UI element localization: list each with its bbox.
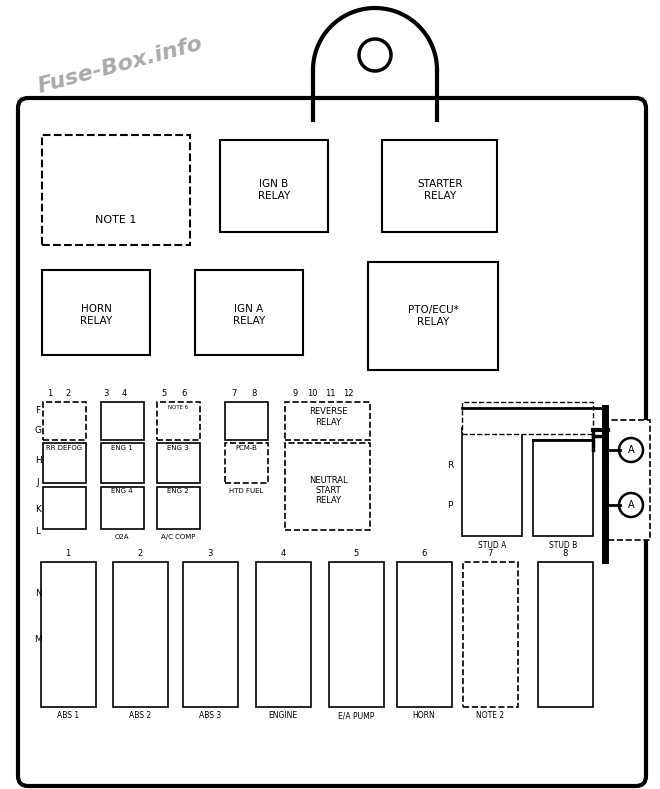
Text: 3: 3 [207, 549, 213, 559]
Text: 4: 4 [121, 388, 127, 398]
Text: 1: 1 [65, 549, 71, 559]
Text: 11: 11 [325, 388, 335, 398]
Text: PCM-B: PCM-B [235, 445, 257, 451]
Text: A/C COMP: A/C COMP [161, 534, 195, 540]
Bar [43, 443, 86, 483]
Text: E/A PUMP: E/A PUMP [338, 712, 374, 720]
Text: A: A [628, 500, 634, 510]
Text: 6: 6 [182, 388, 187, 398]
Text: ENG 2: ENG 2 [167, 488, 189, 494]
Text: ENGINE: ENGINE [269, 712, 298, 720]
Text: 5: 5 [353, 549, 358, 559]
Text: HTD FUEL: HTD FUEL [229, 488, 263, 494]
Bar [195, 270, 303, 355]
Text: ENG 3: ENG 3 [167, 445, 189, 451]
Bar [40, 562, 96, 707]
Text: STUD B: STUD B [549, 540, 577, 549]
Bar [368, 262, 498, 370]
Text: G: G [34, 425, 42, 435]
Text: Fuse-Box.info: Fuse-Box.info [35, 33, 205, 97]
Bar [101, 487, 144, 529]
Bar [101, 443, 144, 483]
Text: IGN B
RELAY: IGN B RELAY [258, 179, 290, 200]
Text: K: K [35, 506, 41, 514]
Bar [225, 402, 268, 440]
Text: 7: 7 [487, 549, 492, 559]
Text: 4: 4 [280, 549, 286, 559]
Bar [285, 443, 370, 530]
Bar [43, 402, 86, 440]
Bar [112, 562, 168, 707]
Bar [157, 443, 200, 483]
Text: R: R [447, 461, 453, 469]
Text: 8: 8 [562, 549, 568, 559]
Text: 5: 5 [162, 388, 166, 398]
Text: P: P [447, 500, 453, 510]
Text: 1: 1 [48, 388, 53, 398]
Bar [157, 402, 200, 440]
Text: 2: 2 [137, 549, 143, 559]
Text: N: N [34, 589, 42, 599]
Bar [43, 487, 86, 529]
FancyBboxPatch shape [18, 98, 646, 786]
Text: 10: 10 [307, 388, 317, 398]
Bar [537, 562, 593, 707]
Text: REVERSE
RELAY: REVERSE RELAY [309, 407, 347, 427]
Text: 7: 7 [231, 388, 237, 398]
Text: F: F [36, 406, 40, 414]
Text: HORN
RELAY: HORN RELAY [80, 305, 112, 326]
Text: J: J [37, 477, 40, 487]
Text: 12: 12 [343, 388, 353, 398]
Text: ABS 2: ABS 2 [129, 712, 151, 720]
Bar [225, 443, 268, 483]
Text: O2A: O2A [115, 534, 129, 540]
Bar [157, 487, 200, 529]
Bar [42, 270, 150, 355]
Bar [329, 562, 383, 707]
Bar [382, 140, 497, 232]
Bar [463, 562, 517, 707]
Bar [462, 428, 522, 536]
Bar [220, 140, 328, 232]
Text: ENG 4: ENG 4 [111, 488, 133, 494]
Text: M: M [34, 635, 42, 645]
Text: HORN: HORN [412, 712, 436, 720]
Text: ABS 3: ABS 3 [199, 712, 221, 720]
Text: NOTE 6: NOTE 6 [168, 405, 188, 409]
Text: NOTE 2: NOTE 2 [476, 712, 504, 720]
Bar [285, 402, 370, 440]
Text: NEUTRAL
START
RELAY: NEUTRAL START RELAY [309, 476, 347, 506]
Text: IGN A
RELAY: IGN A RELAY [233, 305, 265, 326]
Text: PTO/ECU*
RELAY: PTO/ECU* RELAY [408, 305, 459, 327]
Text: ABS 1: ABS 1 [57, 712, 79, 720]
Text: 8: 8 [251, 388, 257, 398]
Bar [183, 562, 238, 707]
Text: L: L [36, 528, 40, 537]
Text: STARTER
RELAY: STARTER RELAY [417, 179, 463, 200]
Text: 6: 6 [421, 549, 426, 559]
Text: ENG 1: ENG 1 [111, 445, 133, 451]
Bar [608, 420, 650, 540]
Bar [42, 135, 190, 245]
Text: NOTE 1: NOTE 1 [95, 215, 137, 225]
Text: 2: 2 [65, 388, 71, 398]
Text: STUD A: STUD A [478, 540, 506, 549]
Text: 9: 9 [292, 388, 298, 398]
Text: H: H [34, 455, 42, 465]
Text: RR DEFOG: RR DEFOG [46, 445, 82, 451]
Bar [101, 402, 144, 440]
Text: A: A [628, 445, 634, 455]
Bar [533, 440, 593, 536]
Text: 3: 3 [104, 388, 109, 398]
Bar [255, 562, 310, 707]
Bar [462, 402, 593, 434]
Bar [397, 562, 451, 707]
